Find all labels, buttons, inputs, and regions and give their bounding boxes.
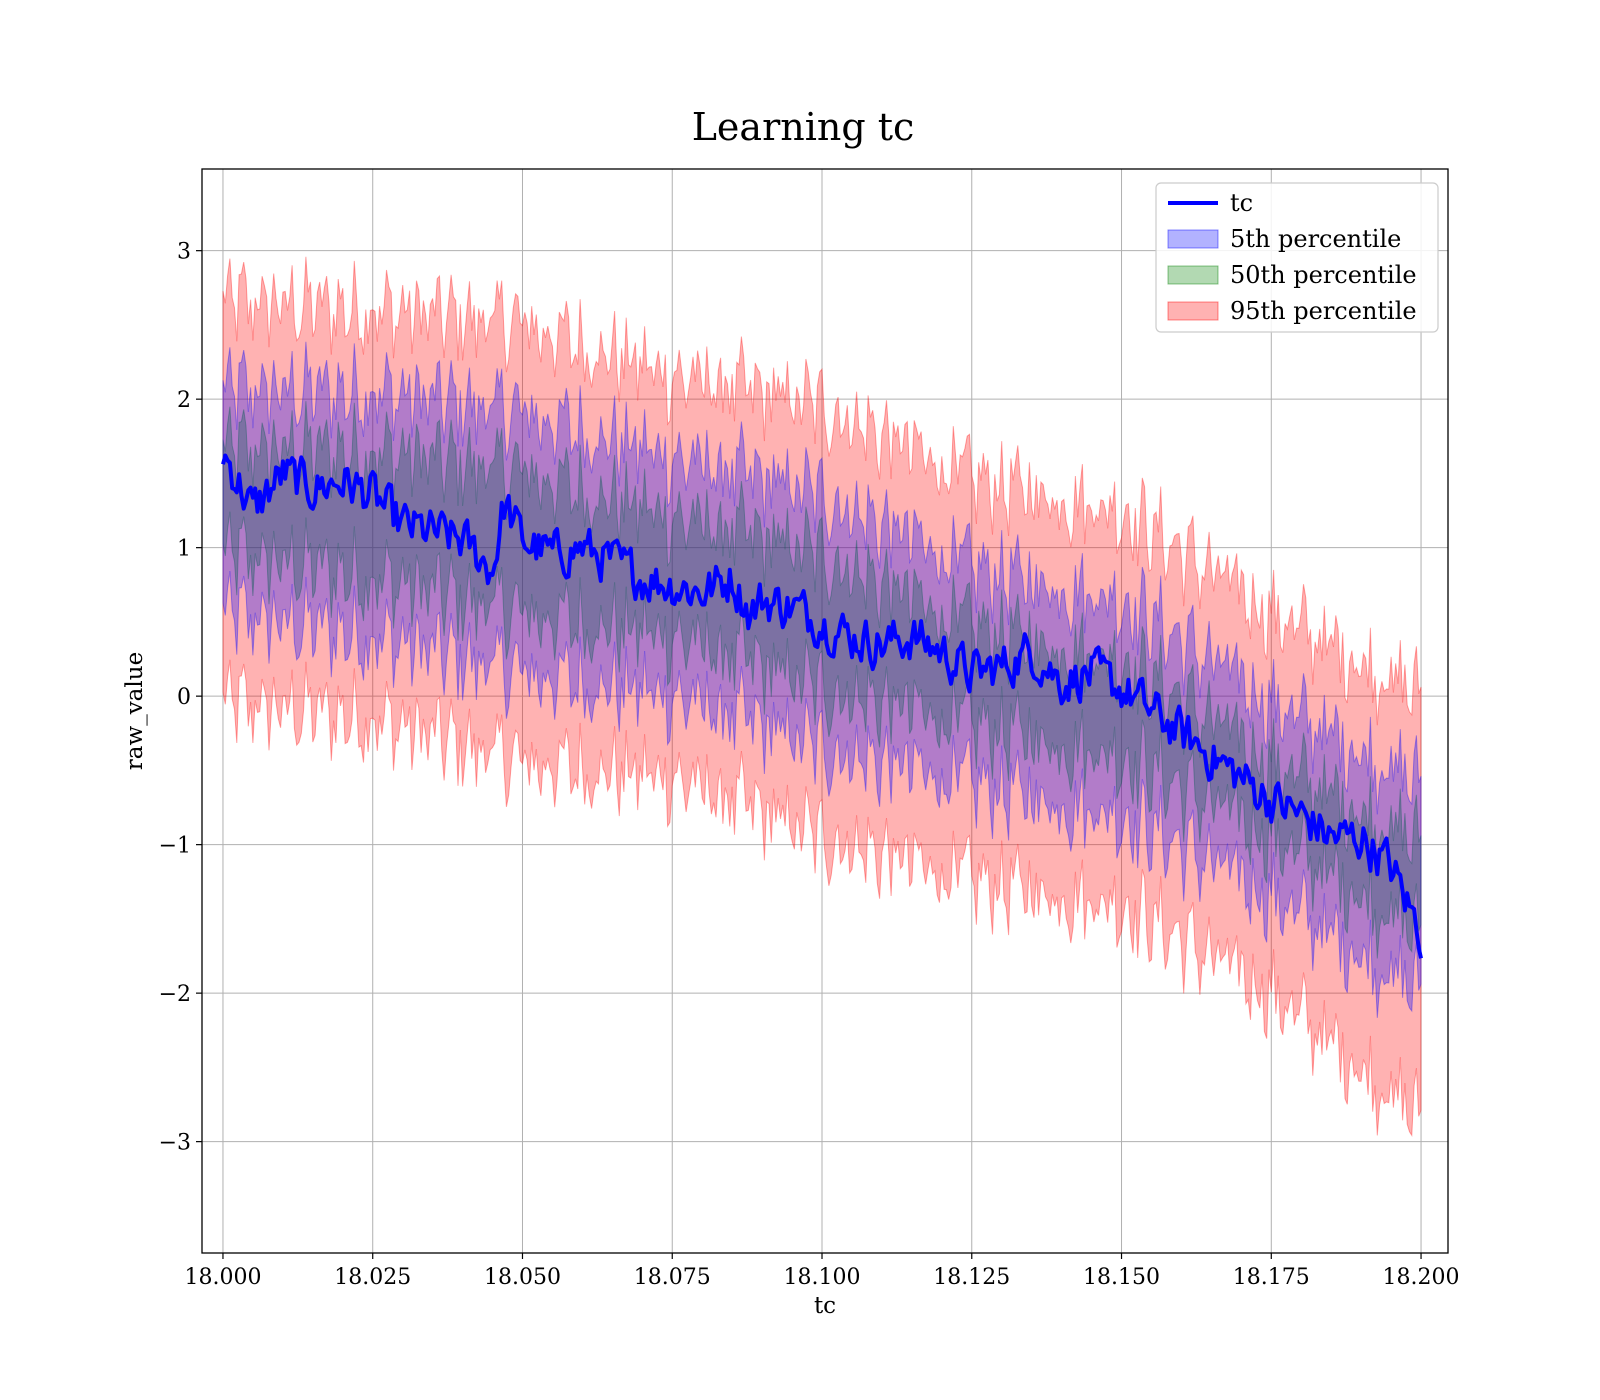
legend-label: 50th percentile [1230,261,1417,289]
legend: tc 5th percentile 50th percentile 95th perc… [1155,182,1439,333]
legend-swatch-patch [1167,301,1219,321]
y-tick-label: 3 [177,240,191,265]
x-tick-label: 18.075 [634,1265,711,1290]
y-tick-label: −3 [159,1131,191,1156]
x-axis-label: tc [814,1293,836,1319]
chart-title: Learning tc [692,105,915,149]
x-tick-label: 18.025 [334,1265,411,1290]
grid [202,169,1448,1253]
y-tick-label: −2 [159,982,191,1007]
legend-box [1155,182,1439,333]
y-axis-label: raw_value [122,652,148,770]
y-tick-label: 1 [177,537,191,562]
y-tick-label: 2 [177,388,191,413]
x-tick-label: 18.000 [184,1265,261,1290]
x-tick-label: 18.125 [933,1265,1010,1290]
y-axis: −3 −2 −1 0 1 2 3 [159,240,202,1156]
x-tick-label: 18.150 [1083,1265,1160,1290]
x-axis: 18.000 18.025 18.050 18.075 18.100 18.125 18.1… [184,1253,1460,1290]
legend-swatch-patch [1167,229,1219,249]
x-tick-label: 18.200 [1383,1265,1460,1290]
plot-area [201,168,1449,1254]
legend-label: 95th percentile [1230,297,1417,325]
legend-label: tc [1230,189,1253,217]
series-tc-line [221,453,1423,959]
y-tick-label: 0 [177,685,191,710]
x-tick-label: 18.175 [1233,1265,1310,1290]
band-5th-percentile [222,341,1422,1018]
tc-line-layer [221,453,1423,959]
x-tick-label: 18.100 [784,1265,861,1290]
plot-background [202,169,1448,1253]
plot-frame [201,168,1449,1254]
legend-label: 5th percentile [1230,225,1401,253]
y-tick-label: −1 [159,834,191,859]
x-tick-label: 18.050 [484,1265,561,1290]
legend-swatch-patch [1167,265,1219,285]
band-95th-percentile [222,256,1422,1137]
